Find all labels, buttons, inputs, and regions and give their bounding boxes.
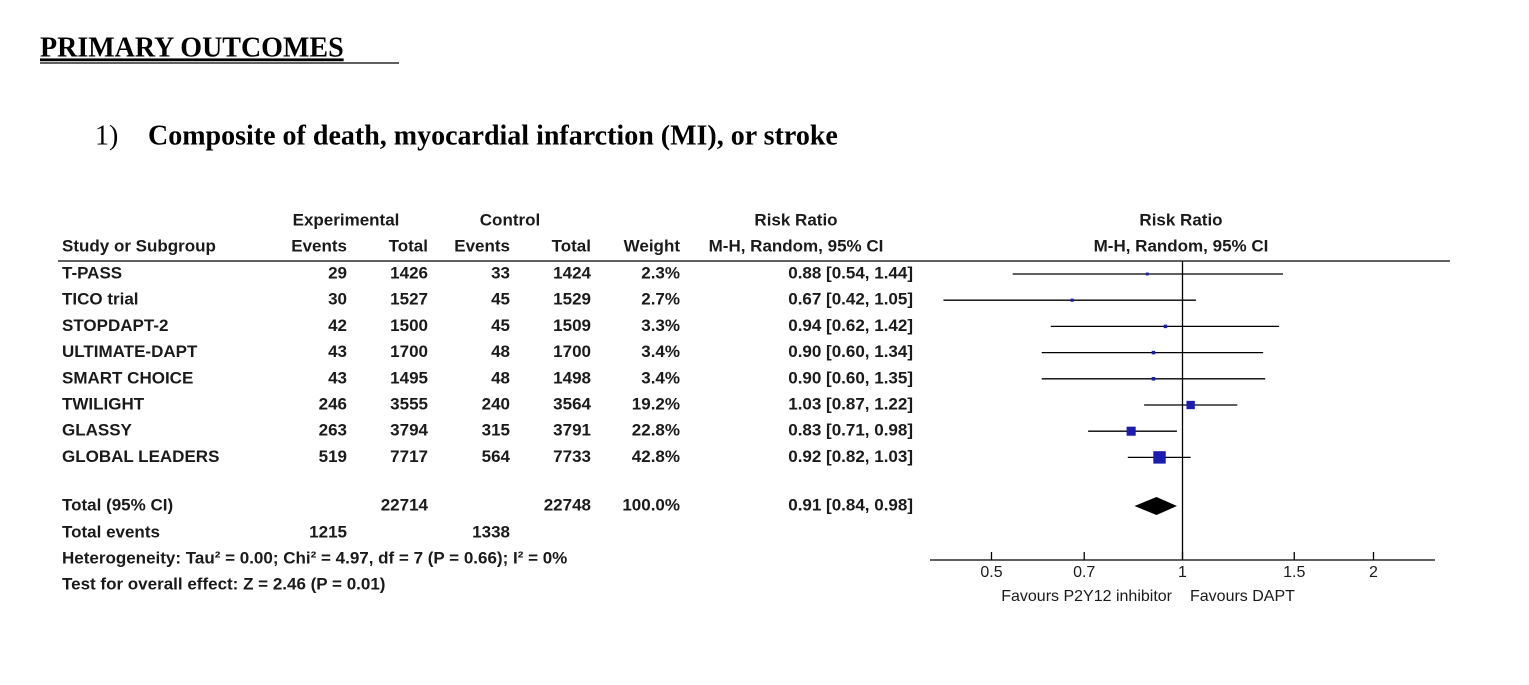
study-name: SMART CHOICE <box>62 368 193 387</box>
heterogeneity: Heterogeneity: Tau² = 0.00; Chi² = 4.97,… <box>62 548 567 567</box>
cell: 1700 <box>553 342 591 361</box>
cell: 3.3% <box>641 316 680 335</box>
cell: 1426 <box>390 263 428 282</box>
cell: 22748 <box>544 495 591 514</box>
cell: 0.88 [0.54, 1.44] <box>788 263 913 282</box>
cell: 19.2% <box>632 394 680 413</box>
cell: 30 <box>328 290 347 309</box>
cell: 0.83 [0.71, 0.98] <box>788 421 913 440</box>
total-events: 1215 <box>309 522 347 541</box>
cell: 564 <box>482 447 511 466</box>
cell: 1424 <box>553 263 591 282</box>
item-number: 1) <box>95 120 118 151</box>
x-tick-label: 0.7 <box>1073 564 1095 581</box>
x-tick-label: 0.5 <box>980 564 1002 581</box>
cell: 33 <box>491 263 510 282</box>
cell: 3794 <box>390 421 428 440</box>
cell: 3555 <box>390 394 428 413</box>
cell: 2.7% <box>641 290 680 309</box>
cell: 22714 <box>381 495 429 514</box>
pooled-diamond <box>1134 497 1177 515</box>
x-tick-label: 1 <box>1178 564 1187 581</box>
cell: 240 <box>482 394 510 413</box>
study-box <box>1126 426 1136 436</box>
cell: 2.3% <box>641 263 680 282</box>
cell: 1495 <box>390 368 428 387</box>
cell: 1509 <box>553 316 591 335</box>
cell: 22.8% <box>632 421 680 440</box>
study-name: ULTIMATE-DAPT <box>62 342 198 361</box>
cell: 1529 <box>553 290 591 309</box>
cell: 29 <box>328 263 347 282</box>
cell: 48 <box>491 342 510 361</box>
heading: PRIMARY OUTCOMES <box>40 32 344 63</box>
cell: 3.4% <box>641 342 680 361</box>
plot-subtitle: M-H, Random, 95% CI <box>1094 236 1269 255</box>
col-group: Experimental <box>293 210 400 229</box>
favours-left: Favours P2Y12 inhibitor <box>1001 588 1172 605</box>
cell: 1700 <box>390 342 428 361</box>
study-box <box>1145 272 1149 276</box>
cell: 315 <box>482 421 510 440</box>
study-box <box>1153 451 1166 464</box>
cell: 1500 <box>390 316 428 335</box>
cell: 43 <box>328 368 347 387</box>
col-header: Total <box>389 236 428 255</box>
cell: 43 <box>328 342 347 361</box>
study-name: TWILIGHT <box>62 394 145 413</box>
plot-title: Risk Ratio <box>1139 210 1222 229</box>
cell: 1527 <box>390 290 428 309</box>
cell: 7733 <box>553 447 591 466</box>
cell: 3791 <box>553 421 591 440</box>
cell: 519 <box>319 447 347 466</box>
cell: 3.4% <box>641 368 680 387</box>
study-name: TICO trial <box>62 290 139 309</box>
x-tick-label: 1.5 <box>1283 564 1305 581</box>
cell: 7717 <box>390 447 428 466</box>
study-box <box>1151 350 1156 355</box>
col-group: Risk Ratio <box>754 210 837 229</box>
cell: 0.92 [0.82, 1.03] <box>788 447 913 466</box>
cell: 48 <box>491 368 510 387</box>
cell: 45 <box>491 316 510 335</box>
item-title: Composite of death, myocardial infarctio… <box>148 120 838 151</box>
x-tick-label: 2 <box>1369 564 1378 581</box>
col-group: Control <box>480 210 540 229</box>
col-header: Study or Subgroup <box>62 236 216 255</box>
study-box <box>1186 400 1195 410</box>
study-name: GLOBAL LEADERS <box>62 447 219 466</box>
study-box <box>1163 324 1168 329</box>
cell: 0.90 [0.60, 1.35] <box>788 368 913 387</box>
study-name: GLASSY <box>62 421 133 440</box>
study-box <box>1070 298 1074 302</box>
total-events-label: Total events <box>62 522 160 541</box>
cell: 0.67 [0.42, 1.05] <box>788 290 913 309</box>
cell: 263 <box>319 421 347 440</box>
cell: 0.90 [0.60, 1.34] <box>788 342 913 361</box>
study-name: T-PASS <box>62 263 122 282</box>
favours-right: Favours DAPT <box>1190 588 1295 605</box>
cell: 100.0% <box>622 495 680 514</box>
cell: 45 <box>491 290 510 309</box>
cell: 1.03 [0.87, 1.22] <box>788 394 913 413</box>
study-name: STOPDAPT-2 <box>62 316 168 335</box>
cell: 3564 <box>553 394 591 413</box>
cell: 0.94 [0.62, 1.42] <box>788 316 913 335</box>
total-name: Total (95% CI) <box>62 495 173 514</box>
total-events: 1338 <box>472 522 510 541</box>
cell: 1498 <box>553 368 591 387</box>
cell: 42.8% <box>632 447 680 466</box>
col-header: Events <box>291 236 347 255</box>
cell: 0.91 [0.84, 0.98] <box>788 495 913 514</box>
col-header: Events <box>454 236 510 255</box>
cell: 42 <box>328 316 347 335</box>
col-header: M-H, Random, 95% CI <box>709 236 884 255</box>
col-header: Weight <box>624 236 681 255</box>
study-box <box>1151 377 1156 381</box>
cell: 246 <box>319 394 347 413</box>
overall-effect: Test for overall effect: Z = 2.46 (P = 0… <box>62 574 385 593</box>
col-header: Total <box>552 236 591 255</box>
